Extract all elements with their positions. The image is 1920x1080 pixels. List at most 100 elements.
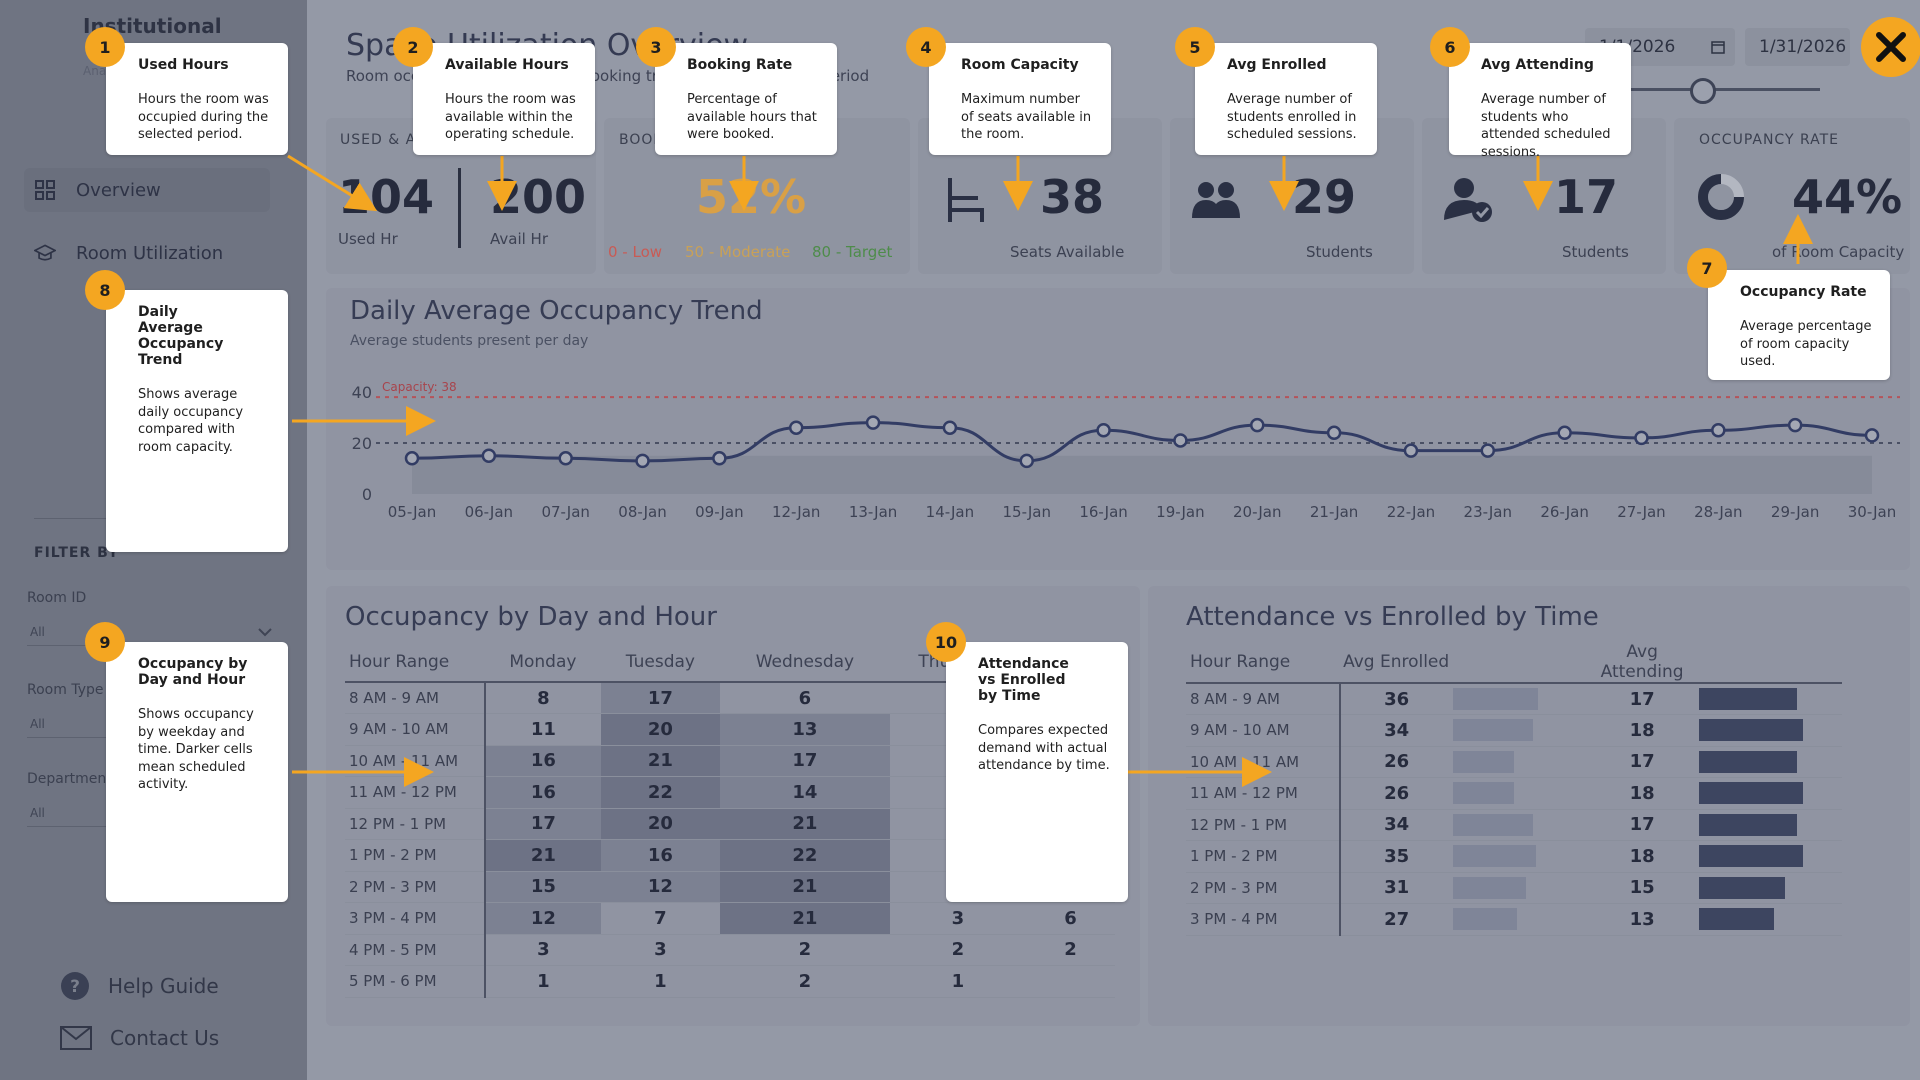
callout-6-desc: Average number of students who attended …: [1481, 92, 1611, 160]
nav-room-utilization[interactable]: Room Utilization: [24, 231, 270, 275]
attendance-row: 8 AM - 9 AM 36 17: [1186, 683, 1842, 715]
data-point[interactable]: [1787, 417, 1803, 433]
callout-2-desc: Hours the room was available within the …: [445, 92, 576, 143]
used-hours-label: Used Hr: [338, 230, 398, 248]
heatmap-col-header: Monday: [485, 642, 601, 683]
heatmap-cell: 21: [720, 808, 890, 840]
attendance-table: Hour Range Avg Enrolled Avg Attending 8 AM…: [1186, 642, 1842, 936]
data-point[interactable]: [1326, 425, 1342, 441]
enrolled-bar: [1452, 719, 1534, 742]
x-tick-label: 08-Jan: [618, 503, 666, 521]
nav-overview[interactable]: Overview: [24, 168, 270, 212]
room-capacity-value: 38: [1040, 170, 1105, 224]
attendance-attending-cell: 15: [1585, 872, 1699, 904]
callout-occupancy-rate: Occupancy Rate Average percentage of roo…: [1708, 270, 1890, 380]
callout-3-title: Booking Rate: [687, 57, 793, 73]
donut-icon: [1696, 172, 1746, 226]
nav-overview-label: Overview: [76, 179, 161, 201]
data-point[interactable]: [481, 448, 497, 463]
attendance-col-header: [1698, 642, 1842, 684]
kpi-occupancy-card: [1674, 118, 1910, 274]
data-point[interactable]: [635, 453, 650, 469]
heatmap-hour-cell: 1 PM - 2 PM: [345, 839, 486, 872]
kpi-divider: [458, 168, 461, 248]
attending-bar: [1698, 845, 1803, 868]
heatmap-cell: 2: [1026, 934, 1115, 966]
enrolled-bar: [1452, 750, 1515, 773]
booking-legend-target: 80 - Target: [812, 243, 893, 261]
room-capacity-label: Seats Available: [1010, 243, 1125, 261]
heatmap-cell: 22: [720, 839, 890, 872]
callout-8-title: Daily Average Occupancy Trend: [138, 304, 224, 368]
data-point[interactable]: [865, 415, 881, 430]
trend-subtitle: Average students present per day: [350, 333, 589, 349]
attendance-col-header: [1452, 642, 1586, 684]
svg-text:?: ?: [70, 977, 80, 997]
calendar-icon[interactable]: [1711, 39, 1725, 59]
data-point[interactable]: [1480, 443, 1496, 458]
end-date-input[interactable]: 1/31/2026: [1745, 28, 1850, 66]
data-point[interactable]: [404, 451, 420, 466]
heatmap-hour-cell: 2 PM - 3 PM: [345, 871, 486, 903]
x-tick-label: 22-Jan: [1387, 503, 1435, 521]
heatmap-col-header: Tuesday: [600, 642, 721, 683]
filter-department-select[interactable]: All: [30, 806, 45, 820]
heatmap-cell: 14: [720, 776, 890, 809]
callout-10-badge: 10: [926, 622, 966, 662]
callout-4-title: Room Capacity: [961, 57, 1079, 73]
enrolled-bar: [1452, 782, 1515, 805]
callout-1-title: Used Hours: [138, 57, 229, 73]
avg-attending-label: Students: [1562, 243, 1629, 261]
attendance-attending-cell: 17: [1585, 746, 1699, 778]
callout-daily-trend: Daily Average Occupancy Trend Shows aver…: [106, 290, 288, 552]
booking-legend-moderate: 50 - Moderate: [685, 243, 791, 261]
filter-title: FILTER BY: [34, 545, 120, 561]
attendance-hour-cell: 11 AM - 12 PM: [1186, 777, 1341, 810]
heatmap-hour-cell: 4 PM - 5 PM: [345, 934, 486, 966]
callout-2-title: Available Hours: [445, 57, 569, 73]
data-point[interactable]: [1019, 453, 1034, 469]
date-slider-handle[interactable]: [1690, 78, 1716, 104]
filter-room-type-select[interactable]: All: [30, 717, 45, 731]
heatmap-col-header: Hour Range: [345, 642, 485, 683]
contact-us-label: Contact Us: [110, 1026, 220, 1050]
data-point[interactable]: [1173, 433, 1188, 448]
callout-10-title: Attendance vs Enrolled by Time: [978, 656, 1069, 704]
callout-6-badge: 6: [1430, 27, 1470, 67]
enrolled-bar: [1452, 688, 1538, 710]
heatmap-cell: 12: [600, 871, 721, 903]
data-point[interactable]: [788, 420, 804, 435]
data-point[interactable]: [942, 420, 958, 435]
chevron-down-icon[interactable]: [258, 622, 272, 641]
data-point[interactable]: [1634, 430, 1649, 446]
data-point[interactable]: [558, 451, 573, 466]
attending-bar: [1698, 782, 1803, 805]
callout-avg-attending: Avg Attending Average number of students…: [1449, 43, 1631, 160]
attending-bar: [1698, 908, 1774, 931]
help-guide-link[interactable]: ? Help Guide: [60, 971, 219, 1001]
data-point[interactable]: [1711, 423, 1726, 438]
callout-7-desc: Average percentage of room capacity used…: [1740, 319, 1872, 370]
data-point[interactable]: [1096, 423, 1111, 438]
close-button[interactable]: [1861, 17, 1920, 77]
attendance-attending-cell: 18: [1585, 777, 1699, 810]
heatmap-cell: 21: [720, 902, 890, 935]
trend-panel: [326, 288, 1910, 570]
data-point[interactable]: [1864, 428, 1880, 443]
data-point[interactable]: [1557, 425, 1572, 441]
attendance-row: 10 AM - 11 AM 26 17: [1186, 746, 1842, 778]
filter-room-id-select[interactable]: All: [30, 625, 45, 639]
data-point[interactable]: [712, 451, 727, 466]
heatmap-hour-cell: 9 AM - 10 AM: [345, 713, 486, 746]
data-point[interactable]: [1250, 417, 1265, 433]
attending-bar: [1698, 876, 1786, 899]
close-icon: [1876, 32, 1906, 62]
x-tick-label: 26-Jan: [1540, 503, 1588, 521]
heatmap-cell: 3: [485, 934, 601, 966]
x-tick-label: 21-Jan: [1310, 503, 1358, 521]
attending-bar: [1698, 750, 1797, 773]
contact-us-link[interactable]: Contact Us: [60, 1026, 219, 1050]
data-point[interactable]: [1403, 443, 1419, 458]
callout-5-badge: 5: [1175, 27, 1215, 67]
